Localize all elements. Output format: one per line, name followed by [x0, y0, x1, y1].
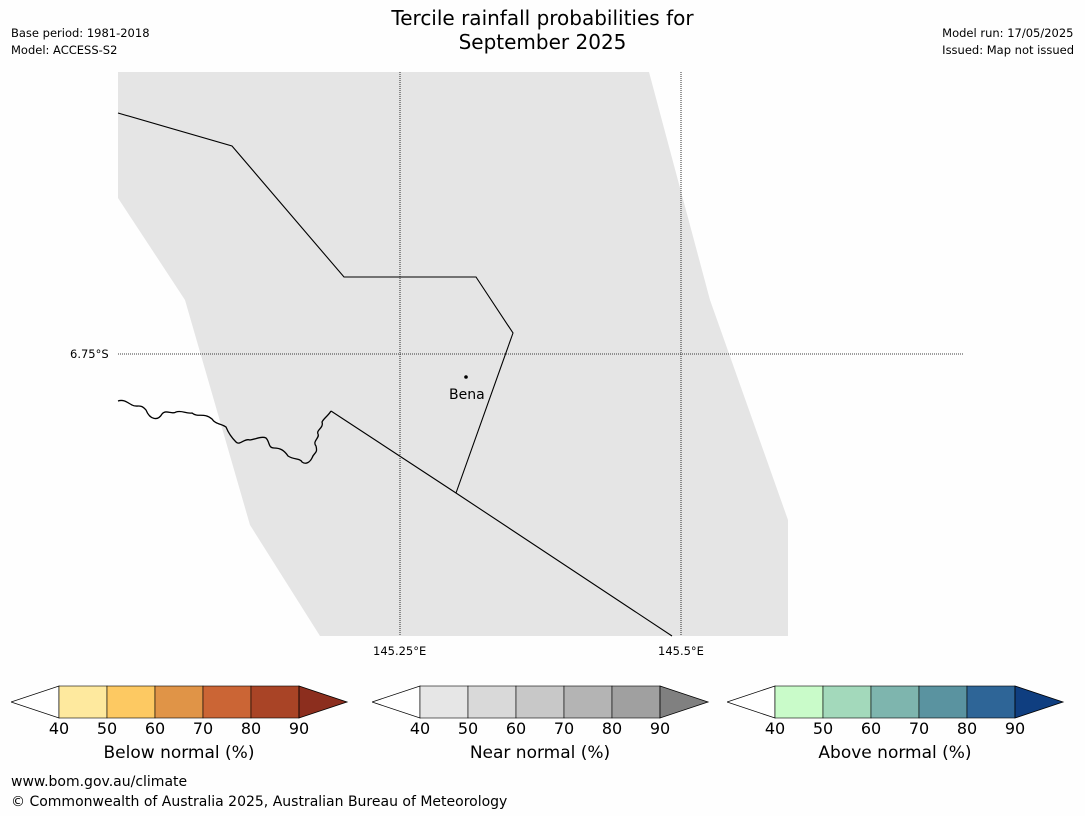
colorbar-extend-low	[727, 685, 776, 719]
lon-tick-label-2: 145.5°E	[658, 644, 704, 658]
colorbar-extend-high	[1014, 685, 1065, 719]
place-label-bena: Bena	[449, 387, 485, 403]
colorbar-segment	[515, 685, 565, 719]
colorbar-segment	[774, 685, 824, 719]
colorbar-segment	[870, 685, 920, 719]
colorbar-segment	[154, 685, 204, 719]
colorbar-segment	[467, 685, 517, 719]
colorbar-extend-high	[298, 685, 349, 719]
river-line	[117, 399, 332, 464]
colorbar-tick-label: 90	[288, 719, 310, 738]
footer-copyright: © Commonwealth of Australia 2025, Austra…	[11, 794, 508, 810]
colorbar-segment	[250, 685, 300, 719]
colorbar-segment	[563, 685, 613, 719]
colorbar-tick-label: 80	[601, 719, 623, 738]
colorbar-label: Below normal (%)	[103, 743, 255, 763]
map-title: Tercile rainfall probabilities for Septe…	[0, 6, 1085, 54]
colorbar-tick-label: 70	[553, 719, 575, 738]
colorbar-tick-label: 90	[1004, 719, 1026, 738]
colorbar-segment	[966, 685, 1016, 719]
lon-tick-label-1: 145.25°E	[373, 644, 427, 658]
colorbar-segment	[822, 685, 872, 719]
right-metadata: Model run: 17/05/2025 Issued: Map not is…	[942, 25, 1074, 59]
colorbar-segment	[419, 685, 469, 719]
model-text: Model: ACCESS-S2	[11, 43, 118, 57]
colorbar-segment	[106, 685, 156, 719]
colorbar-tick-label: 40	[764, 719, 786, 738]
colorbar-tick-label: 80	[956, 719, 978, 738]
colorbar-segment	[611, 685, 661, 719]
colorbar-extend-low	[11, 685, 60, 719]
footer-url: www.bom.gov.au/climate	[11, 774, 188, 790]
left-metadata: Base period: 1981-2018 Model: ACCESS-S2	[11, 25, 150, 59]
bena-marker	[464, 375, 468, 379]
colorbar-2	[372, 685, 710, 719]
colorbar-1	[11, 685, 349, 719]
colorbar-tick-label: 60	[860, 719, 882, 738]
colorbar-tick-label: 70	[192, 719, 214, 738]
colorbar-tick-label: 40	[48, 719, 70, 738]
colorbar-tick-label: 40	[409, 719, 431, 738]
colorbar-segment	[58, 685, 108, 719]
title-line-2: September 2025	[458, 30, 627, 54]
title-line-1: Tercile rainfall probabilities for	[391, 6, 694, 30]
map-canvas	[117, 72, 963, 637]
colorbar-extend-high	[659, 685, 710, 719]
colorbar-tick-label: 50	[457, 719, 479, 738]
colorbar-tick-label: 50	[96, 719, 118, 738]
colorbar-tick-label: 90	[649, 719, 671, 738]
colorbar-tick-label: 60	[505, 719, 527, 738]
lat-tick-label: 6.75°S	[70, 347, 109, 361]
boundary-north	[117, 112, 514, 494]
colorbar-tick-label: 80	[240, 719, 262, 738]
colorbar-segment	[918, 685, 968, 719]
colorbar-label: Near normal (%)	[469, 743, 611, 763]
colorbar-tick-label: 50	[812, 719, 834, 738]
colorbar-label: Above normal (%)	[818, 743, 972, 763]
issued-text: Issued: Map not issued	[942, 43, 1074, 57]
boundary-south	[330, 410, 673, 637]
colorbar-segment	[202, 685, 252, 719]
colorbar-tick-label: 60	[144, 719, 166, 738]
colorbar-3	[727, 685, 1065, 719]
colorbar-extend-low	[372, 685, 421, 719]
base-period-text: Base period: 1981-2018	[11, 26, 150, 40]
colorbar-tick-label: 70	[908, 719, 930, 738]
model-run-text: Model run: 17/05/2025	[942, 26, 1074, 40]
